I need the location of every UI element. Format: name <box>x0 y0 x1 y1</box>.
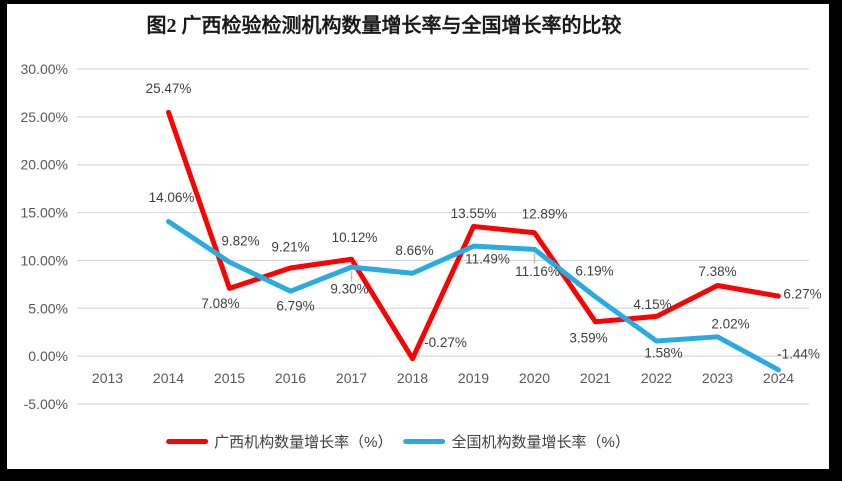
x-axis-tick-label: 2019 <box>458 370 489 386</box>
x-axis-tick-label: 2015 <box>214 370 245 386</box>
x-axis-tick-label: 2020 <box>519 370 550 386</box>
chart-title: 图2 广西检验检测机构数量增长率与全国增长率的比较 <box>146 15 622 37</box>
data-label-national-2017: 9.30% <box>330 282 368 297</box>
x-axis-tick-label: 2024 <box>763 370 794 386</box>
data-label-national-2020: 11.16% <box>515 264 560 279</box>
data-label-national-2023: 2.02% <box>711 316 749 331</box>
data-label-guangxi-2016: 9.21% <box>271 239 309 254</box>
data-label-guangxi-2024: 6.27% <box>783 287 821 302</box>
x-axis-tick-label: 2013 <box>92 370 123 386</box>
x-axis-tick-label: 2018 <box>397 370 428 386</box>
x-axis-tick-label: 2017 <box>336 370 367 386</box>
data-label-guangxi-2017: 10.12% <box>332 230 378 245</box>
chart-legend: 广西机构数量增长率（%） 全国机构数量增长率（%） <box>166 431 630 452</box>
y-axis-tick-label: 5.00% <box>28 300 68 316</box>
x-axis-tick-label: 2022 <box>641 370 672 386</box>
legend-line-swatch-guangxi <box>166 439 209 444</box>
series-line-national <box>166 219 781 373</box>
data-label-guangxi-2019: 13.55% <box>451 206 497 221</box>
y-axis-tick-label: 10.00% <box>21 252 68 268</box>
data-label-guangxi-2023: 7.38% <box>698 264 736 279</box>
legend-item-guangxi: 广西机构数量增长率（%） <box>166 431 393 452</box>
data-label-national-2021: 6.19% <box>575 263 613 278</box>
data-label-guangxi-2021: 3.59% <box>569 330 607 345</box>
data-label-national-2024: -1.44% <box>777 346 820 361</box>
data-label-guangxi-2014: 25.47% <box>146 81 192 96</box>
legend-item-national: 全国机构数量增长率（%） <box>403 431 630 452</box>
data-label-national-2015: 9.82% <box>221 234 259 249</box>
legend-label-guangxi: 广西机构数量增长率（%） <box>214 434 393 451</box>
data-label-national-2018: 8.66% <box>395 243 433 258</box>
legend-label-national: 全国机构数量增长率（%） <box>451 434 630 451</box>
x-axis-tick-label: 2023 <box>702 370 733 386</box>
y-axis-tick-label: 0.00% <box>28 348 68 364</box>
y-axis-tick-label: 30.00% <box>21 61 68 77</box>
y-axis-tick-label: 20.00% <box>21 157 68 173</box>
series-line-guangxi <box>166 109 781 362</box>
x-axis-tick-label: 2021 <box>580 370 611 386</box>
legend-line-swatch-national <box>403 439 446 444</box>
data-label-national-2016: 6.79% <box>276 299 314 314</box>
data-label-guangxi-2022: 4.15% <box>633 297 671 312</box>
x-axis-tick-label: 2014 <box>153 370 184 386</box>
data-label-guangxi-2018: -0.27% <box>424 335 467 350</box>
x-axis-tick-label: 2016 <box>275 370 306 386</box>
y-axis-tick-label: -5.00% <box>24 396 68 412</box>
y-axis-tick-label: 15.00% <box>21 205 68 221</box>
data-label-national-2022: 1.58% <box>644 346 682 361</box>
data-label-national-2014: 14.06% <box>149 190 195 205</box>
y-axis-tick-label: 25.00% <box>21 109 68 125</box>
data-label-national-2019: 11.49% <box>465 252 510 267</box>
data-label-guangxi-2015: 7.08% <box>201 296 239 311</box>
data-label-guangxi-2020: 12.89% <box>522 206 568 221</box>
chart-canvas <box>7 4 829 469</box>
